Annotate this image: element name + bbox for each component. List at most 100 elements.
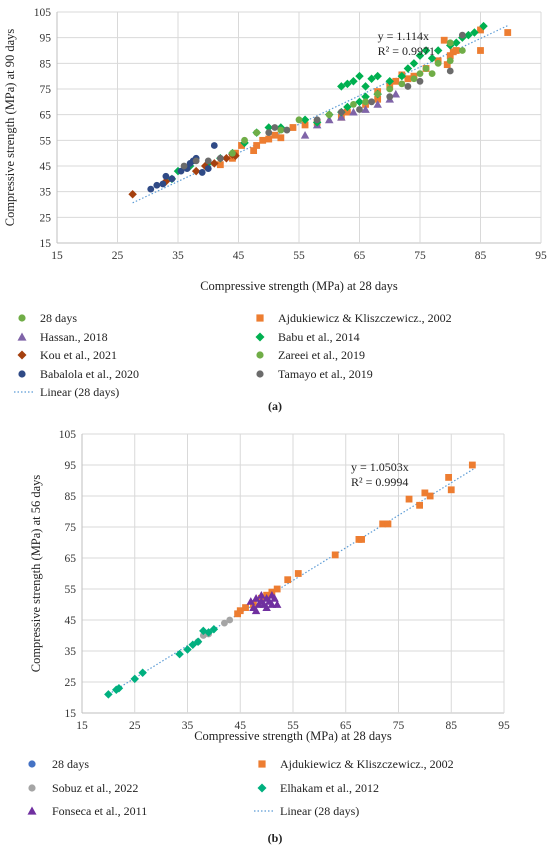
legend-marker <box>256 314 264 322</box>
legend-marker <box>17 332 27 341</box>
y-tick-label: 15 <box>65 708 77 720</box>
data-point <box>337 108 345 116</box>
data-point <box>416 77 424 85</box>
data-point <box>397 71 407 81</box>
data-point <box>272 600 282 608</box>
x-tick-label: 65 <box>340 720 352 732</box>
x-tick-label: 55 <box>293 250 305 262</box>
trendline <box>132 25 508 204</box>
data-point <box>452 47 460 54</box>
legend-label: Kou et al., 2021 <box>40 348 117 362</box>
data-point <box>147 185 155 193</box>
y-axis-title: Compressive strength (MPa) at 90 days <box>3 29 17 227</box>
data-point <box>216 161 224 169</box>
data-point <box>458 47 466 54</box>
data-point <box>251 594 261 602</box>
legend-label: Hassan., 2018 <box>40 330 108 344</box>
data-point <box>199 632 207 639</box>
data-point <box>386 85 394 93</box>
data-point <box>458 31 466 39</box>
data-point <box>209 625 219 634</box>
x-tick-label: 45 <box>233 250 245 262</box>
y-tick-label: 75 <box>40 84 52 96</box>
data-point <box>416 70 424 77</box>
data-point <box>410 75 418 83</box>
data-point <box>447 486 455 494</box>
legend-marker <box>256 370 264 378</box>
legend-label: Tamayo et al., 2019 <box>278 367 373 381</box>
legend-label: Babalola et al., 2020 <box>40 367 139 381</box>
data-point <box>404 83 412 90</box>
data-point <box>277 134 285 142</box>
data-point <box>294 570 302 577</box>
data-point <box>300 130 310 139</box>
data-point <box>391 89 401 98</box>
legend-marker <box>17 350 27 360</box>
y-tick-label: 35 <box>40 187 52 199</box>
legend-label: Elhakam et al., 2012 <box>280 781 379 795</box>
x-tick-label: 75 <box>414 250 426 262</box>
data-point <box>301 121 309 129</box>
data-point <box>445 474 453 481</box>
data-point <box>210 142 218 149</box>
y-tick-label: 65 <box>65 553 77 565</box>
data-point <box>264 123 273 132</box>
x-tick-label: 15 <box>51 250 63 262</box>
equation-label: y = 1.114x <box>378 29 429 43</box>
x-tick-label: 75 <box>393 720 405 732</box>
y-tick-label: 105 <box>59 429 77 441</box>
legend: 28 days Ajdukiewicz & Kliszczewicz., 2002… <box>27 757 454 818</box>
legend-marker <box>258 760 266 768</box>
r-squared-label: R² = 0.9994 <box>351 475 408 489</box>
data-point <box>265 135 273 143</box>
data-point <box>434 59 442 67</box>
data-point <box>210 159 219 168</box>
y-tick-label: 25 <box>40 212 52 224</box>
data-point <box>405 495 413 503</box>
data-point <box>349 77 358 86</box>
data-point <box>358 536 365 543</box>
data-point <box>446 39 454 47</box>
panel-label: (b) <box>268 831 283 845</box>
y-tick-label: 85 <box>65 491 77 503</box>
data-point <box>283 126 291 134</box>
x-tick-label: 85 <box>446 720 458 732</box>
legend-label: Linear (28 days) <box>280 804 359 818</box>
panel-label: (a) <box>268 399 282 413</box>
data-point <box>180 162 188 170</box>
data-point <box>193 637 203 646</box>
data-point <box>325 111 333 119</box>
data-point <box>284 576 292 584</box>
data-point <box>114 683 124 693</box>
data-point <box>343 102 352 112</box>
chart-panel-1: 15 25 35 45 55 65 75 85 95 105 15 25 35 45 55 65 75 85 95 y… <box>3 7 547 413</box>
data-point <box>398 80 406 88</box>
data-point <box>242 604 249 611</box>
y-tick-label: 25 <box>65 677 77 689</box>
data-point <box>130 674 139 684</box>
data-point <box>104 690 113 699</box>
trendline <box>105 467 476 697</box>
data-point <box>325 115 334 124</box>
data-point <box>355 71 364 81</box>
data-point <box>337 112 346 121</box>
y-tick-label: 95 <box>40 33 52 45</box>
data-point <box>477 47 484 54</box>
data-point <box>277 126 285 134</box>
data-point <box>313 116 321 124</box>
data-point <box>443 61 451 69</box>
data-point <box>361 92 370 101</box>
data-point <box>355 97 364 107</box>
y-tick-label: 105 <box>34 7 52 19</box>
legend-marker <box>18 314 26 322</box>
data-point <box>138 668 147 677</box>
data-point <box>403 64 413 73</box>
data-point <box>300 115 310 125</box>
data-point <box>221 619 228 627</box>
data-point <box>470 28 479 37</box>
legend: 28 days Ajdukiewicz & Kliszczewicz., 2002… <box>14 311 452 399</box>
data-point <box>379 520 387 528</box>
data-point <box>356 106 363 113</box>
data-point <box>415 51 425 60</box>
